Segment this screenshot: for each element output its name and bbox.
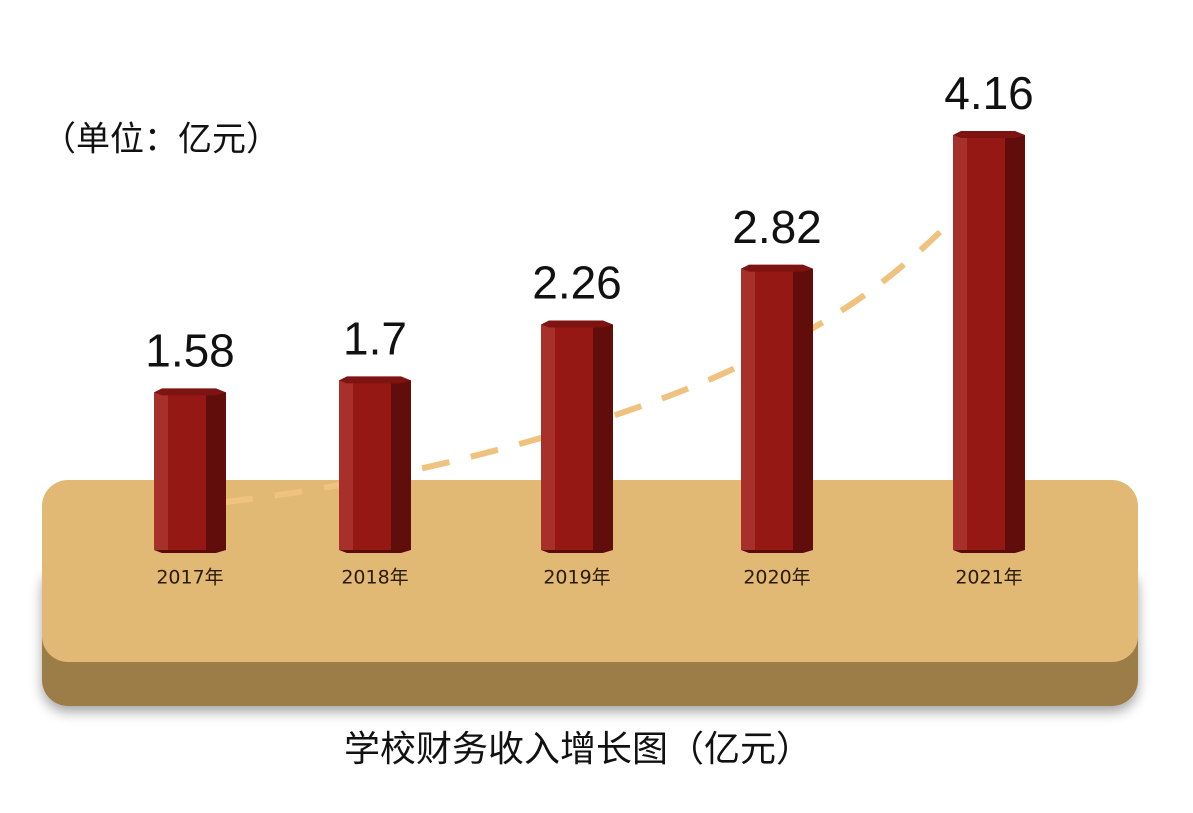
bar-cap: [154, 388, 226, 396]
value-label: 1.58: [145, 325, 235, 377]
chart-title: 学校财务收入增长图（亿元）: [344, 729, 812, 770]
bar-right-face: [206, 392, 226, 550]
bar-right-face: [793, 268, 813, 550]
bars: [154, 131, 1025, 553]
bar-cap: [741, 264, 813, 272]
value-label: 2.26: [532, 257, 622, 309]
bar-cap: [953, 131, 1025, 138]
bar-left-face: [741, 268, 755, 550]
bar: [168, 392, 206, 550]
bar-cap: [541, 320, 613, 328]
x-tick-label: 2018年: [341, 567, 408, 589]
bar-foot: [154, 550, 226, 553]
bar: [755, 268, 793, 550]
bar-foot: [541, 550, 613, 553]
bar-right-face: [391, 380, 411, 550]
bar: [967, 135, 1005, 550]
platform-top: [42, 480, 1138, 662]
bar-right-face: [593, 324, 613, 550]
value-label: 1.7: [343, 313, 407, 365]
bar: [353, 380, 391, 550]
bar-left-face: [541, 324, 555, 550]
bar-right-face: [1005, 135, 1025, 550]
x-tick-label: 2021年: [955, 567, 1022, 589]
x-tick-label: 2020年: [743, 567, 810, 589]
bar-foot: [741, 550, 813, 553]
bar-cap: [339, 376, 411, 384]
value-label: 2.82: [732, 201, 822, 253]
bar-foot: [339, 550, 411, 553]
bar-left-face: [339, 380, 353, 550]
bar-left-face: [953, 135, 967, 550]
value-label: 4.16: [944, 67, 1034, 119]
x-tick-label: 2019年: [543, 567, 610, 589]
bar-left-face: [154, 392, 168, 550]
bar: [555, 324, 593, 550]
unit-label: （单位：亿元）: [42, 120, 280, 160]
bar-foot: [953, 550, 1025, 553]
x-tick-label: 2017年: [156, 567, 223, 589]
